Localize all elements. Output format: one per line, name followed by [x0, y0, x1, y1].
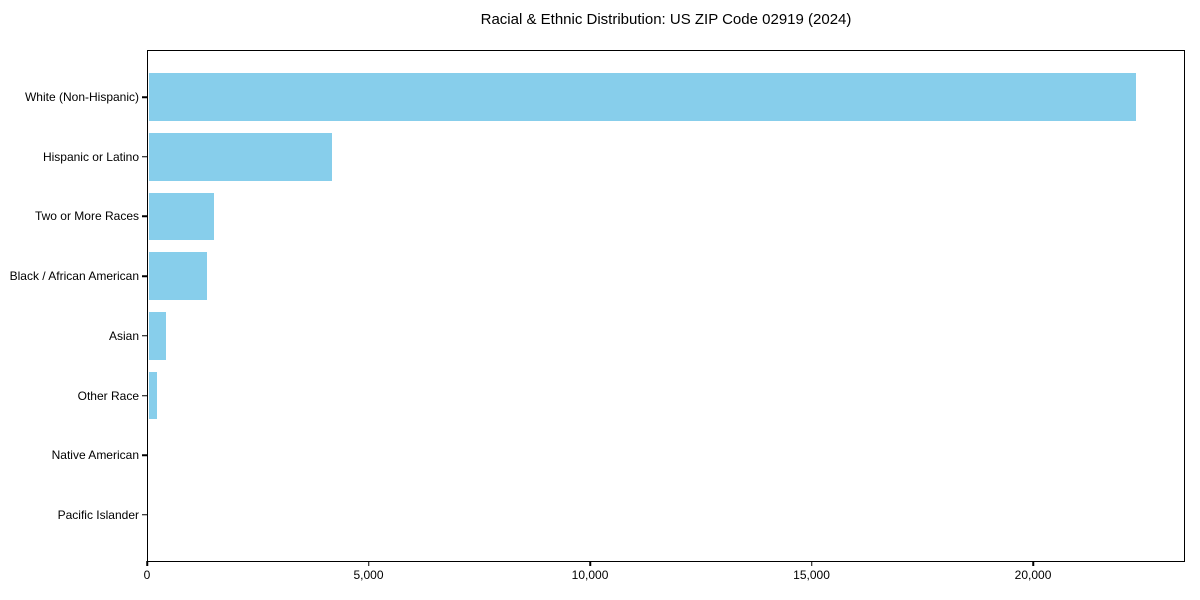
y-tick-label: Hispanic or Latino [42, 149, 139, 164]
y-tick-mark [142, 335, 147, 337]
y-tick-label: White (Non-Hispanic) [24, 90, 139, 105]
y-tick-mark [142, 394, 147, 397]
plot-area [147, 50, 1185, 562]
x-tick-label: 0 [143, 568, 151, 582]
bar [148, 371, 158, 420]
y-tick-label: Asian [108, 328, 139, 343]
x-tick-mark [589, 561, 591, 566]
x-tick-label: 20,000 [1014, 568, 1052, 582]
x-tick-label: 10,000 [571, 568, 609, 582]
y-tick-label: Other Race [77, 388, 139, 403]
x-tick-mark [146, 561, 148, 566]
y-tick-mark [142, 156, 147, 158]
x-tick-label: 15,000 [793, 568, 830, 582]
x-tick-label: 5,000 [353, 568, 384, 582]
x-tick-mark [1032, 561, 1034, 566]
x-tick-mark [367, 561, 370, 566]
y-tick-mark [142, 96, 147, 98]
bar [148, 192, 214, 241]
y-tick-label: Pacific Islander [57, 507, 139, 522]
y-tick-label: Two or More Races [34, 209, 139, 224]
y-tick-mark [142, 215, 147, 218]
y-tick-mark [142, 514, 147, 516]
bar [148, 73, 1137, 121]
y-tick-mark [142, 454, 147, 456]
y-tick-label: Black / African American [9, 269, 139, 284]
bar [148, 252, 208, 301]
bar [148, 132, 333, 181]
y-tick-label: Native American [51, 448, 139, 463]
x-tick-mark [810, 561, 813, 566]
y-tick-mark [142, 275, 147, 277]
chart-title: Racial & Ethnic Distribution: US ZIP Cod… [480, 11, 852, 28]
bar [148, 311, 166, 360]
